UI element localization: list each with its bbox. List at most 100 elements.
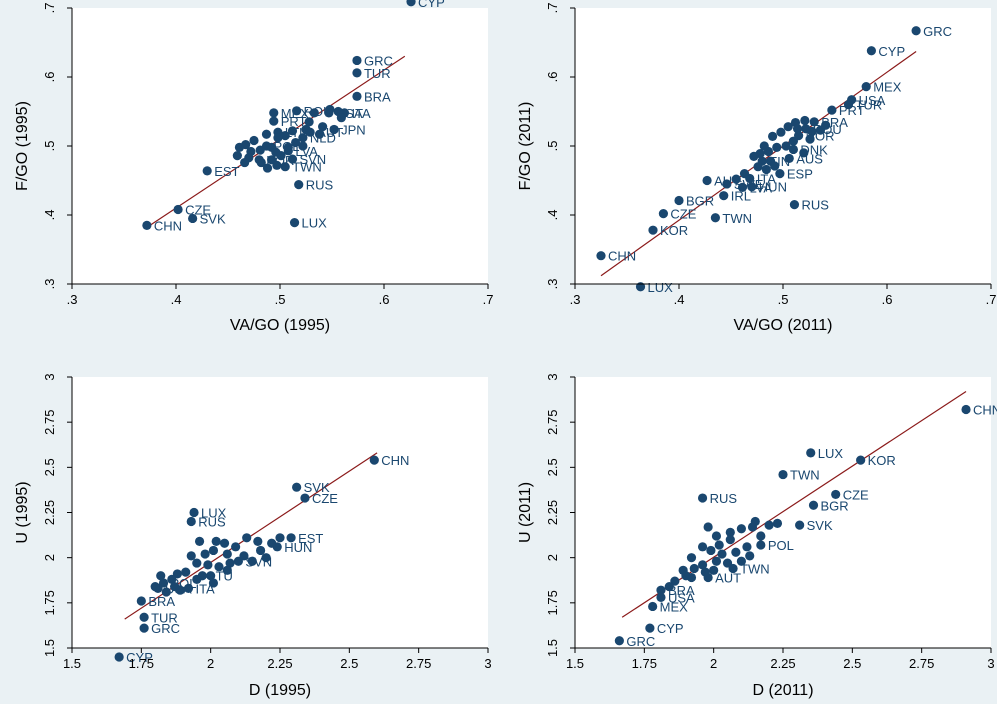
data-point <box>656 585 666 595</box>
y-tick-label: 3 <box>545 373 560 380</box>
y-tick-label: 2 <box>42 554 57 561</box>
data-point <box>783 122 793 132</box>
data-point <box>242 533 252 543</box>
data-point <box>222 549 232 559</box>
point-label: SVN <box>299 152 326 167</box>
point-label: TUR <box>856 98 883 113</box>
y-tick-label: 1.75 <box>545 590 560 615</box>
x-tick-label: 1.5 <box>63 656 81 671</box>
data-point <box>739 169 750 179</box>
x-tick-label: 2.75 <box>909 656 934 671</box>
data-point <box>261 553 271 563</box>
point-label: USA <box>668 590 695 605</box>
data-point <box>262 163 273 173</box>
data-point <box>287 154 298 164</box>
data-point <box>181 567 191 577</box>
data-point <box>352 68 362 78</box>
data-point <box>725 535 735 545</box>
data-point <box>788 136 799 146</box>
data-point <box>775 169 785 179</box>
data-point <box>114 652 124 662</box>
data-point <box>283 142 293 152</box>
data-point <box>799 148 809 158</box>
data-point <box>234 142 245 152</box>
x-tick-label: 3 <box>484 656 491 671</box>
y-tick-label: .5 <box>42 141 57 152</box>
data-point <box>745 551 755 561</box>
data-point <box>301 124 311 135</box>
data-point <box>161 587 171 597</box>
point-label: CZE <box>312 491 338 506</box>
y-axis-label: F/GO (1995) <box>14 101 31 191</box>
data-point <box>206 571 216 581</box>
data-point <box>749 151 759 161</box>
point-label: LUX <box>201 506 227 521</box>
point-label: KOR <box>868 453 896 468</box>
y-tick-label: .7 <box>42 3 57 14</box>
data-point <box>300 493 310 503</box>
y-tick-label: 1.75 <box>42 590 57 615</box>
data-point <box>700 567 710 577</box>
point-label: CYP <box>657 621 684 636</box>
data-point <box>664 581 674 592</box>
data-point <box>596 251 606 261</box>
point-label: CHN <box>608 249 636 264</box>
data-point <box>298 133 308 143</box>
x-tick-label: .6 <box>379 292 390 307</box>
data-point <box>406 0 416 7</box>
y-tick-label: 2.5 <box>545 458 560 476</box>
point-label: CYP <box>126 650 153 665</box>
y-tick-label: .6 <box>42 72 57 83</box>
point-label: HUN <box>759 180 787 195</box>
data-point <box>674 195 684 206</box>
data-point <box>703 522 713 532</box>
x-tick-label: .4 <box>674 292 685 307</box>
data-point <box>292 482 302 492</box>
data-point <box>267 538 277 548</box>
data-point <box>294 180 304 190</box>
data-point <box>827 105 837 115</box>
data-point <box>866 46 877 56</box>
x-tick-label: 1.5 <box>566 656 584 671</box>
data-point <box>789 200 800 210</box>
data-point <box>183 583 194 593</box>
data-point <box>261 129 272 139</box>
data-point <box>731 547 741 557</box>
data-point <box>658 209 669 219</box>
data-point <box>336 113 346 123</box>
data-point <box>722 558 733 568</box>
x-tick-label: 2.25 <box>770 656 795 671</box>
y-tick-label: .7 <box>545 3 560 14</box>
y-tick-label: .3 <box>42 279 57 290</box>
data-point <box>911 26 921 36</box>
data-point <box>742 542 752 552</box>
data-point <box>352 55 362 66</box>
point-label: CHN <box>154 218 182 233</box>
y-tick-label: .5 <box>545 141 560 152</box>
y-axis-label: F/GO (2011) <box>517 102 534 191</box>
x-tick-label: .6 <box>882 292 893 307</box>
point-label: EST <box>214 164 239 179</box>
data-point <box>142 220 152 230</box>
data-point <box>686 553 697 563</box>
y-tick-label: 1.5 <box>545 639 560 657</box>
y-tick-label: 2.75 <box>42 410 57 435</box>
data-point <box>314 129 325 139</box>
panel-va-f-1995: CYPGRCTURBRACHNCZESVKESTRUSLUXMEXROUUSAI… <box>14 0 493 334</box>
x-tick-label: .4 <box>171 292 182 307</box>
data-point <box>719 191 729 201</box>
data-point <box>737 182 748 192</box>
data-point <box>717 549 727 559</box>
point-label: LUX <box>648 280 674 295</box>
data-point <box>280 162 290 172</box>
x-tick-label: 2.75 <box>406 656 431 671</box>
y-tick-label: 1.5 <box>42 639 57 657</box>
point-label: MEX <box>660 599 689 614</box>
data-point <box>369 455 379 465</box>
data-point <box>756 531 766 541</box>
y-tick-label: .3 <box>545 279 560 290</box>
point-label: GRC <box>364 53 393 68</box>
data-point <box>784 153 794 164</box>
x-tick-label: .3 <box>67 292 78 307</box>
